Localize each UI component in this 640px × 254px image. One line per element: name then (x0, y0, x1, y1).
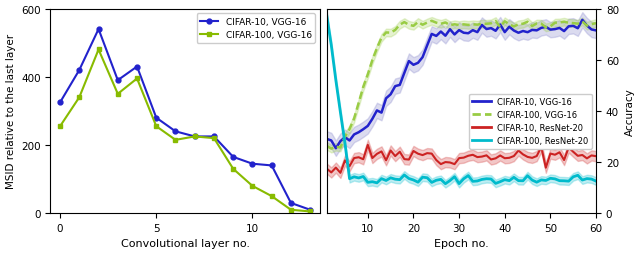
CIFAR-100, VGG-16 (307, 210, 314, 213)
CIFAR-10, VGG-16 (229, 156, 237, 159)
CIFAR-100, VGG-16 (133, 78, 141, 81)
CIFAR-100, VGG-16 (268, 195, 276, 198)
CIFAR-100, VGG-16 (287, 208, 295, 211)
CIFAR-10, VGG-16 (268, 164, 276, 167)
CIFAR-100, VGG-16 (95, 49, 102, 52)
CIFAR-10, VGG-16 (152, 117, 160, 120)
CIFAR-10, VGG-16 (307, 208, 314, 211)
CIFAR-10, VGG-16 (248, 163, 256, 166)
CIFAR-100, VGG-16 (76, 96, 83, 99)
Y-axis label: MSID relative to the last layer: MSID relative to the last layer (6, 34, 15, 189)
CIFAR-10, VGG-16 (191, 135, 198, 138)
CIFAR-10, VGG-16 (287, 202, 295, 205)
Line: CIFAR-100, VGG-16: CIFAR-100, VGG-16 (58, 48, 312, 214)
CIFAR-10, VGG-16 (56, 101, 64, 104)
CIFAR-100, VGG-16 (56, 125, 64, 128)
CIFAR-10, VGG-16 (76, 69, 83, 72)
X-axis label: Epoch no.: Epoch no. (434, 239, 489, 248)
Legend: CIFAR-10, VGG-16, CIFAR-100, VGG-16: CIFAR-10, VGG-16, CIFAR-100, VGG-16 (196, 14, 316, 44)
CIFAR-100, VGG-16 (229, 168, 237, 171)
CIFAR-100, VGG-16 (152, 125, 160, 128)
CIFAR-10, VGG-16 (114, 79, 122, 82)
Line: CIFAR-10, VGG-16: CIFAR-10, VGG-16 (58, 27, 312, 212)
CIFAR-100, VGG-16 (210, 137, 218, 140)
CIFAR-100, VGG-16 (191, 135, 198, 138)
CIFAR-10, VGG-16 (133, 66, 141, 69)
CIFAR-100, VGG-16 (114, 93, 122, 96)
X-axis label: Convolutional layer no.: Convolutional layer no. (120, 239, 250, 248)
Y-axis label: Accuracy: Accuracy (625, 88, 634, 135)
CIFAR-10, VGG-16 (210, 135, 218, 138)
CIFAR-10, VGG-16 (172, 130, 179, 133)
Legend: CIFAR-10, VGG-16, CIFAR-100, VGG-16, CIFAR-10, ResNet-20, CIFAR-100, ResNet-20: CIFAR-10, VGG-16, CIFAR-100, VGG-16, CIF… (469, 94, 592, 149)
CIFAR-10, VGG-16 (95, 28, 102, 31)
CIFAR-100, VGG-16 (248, 185, 256, 188)
CIFAR-100, VGG-16 (172, 139, 179, 142)
